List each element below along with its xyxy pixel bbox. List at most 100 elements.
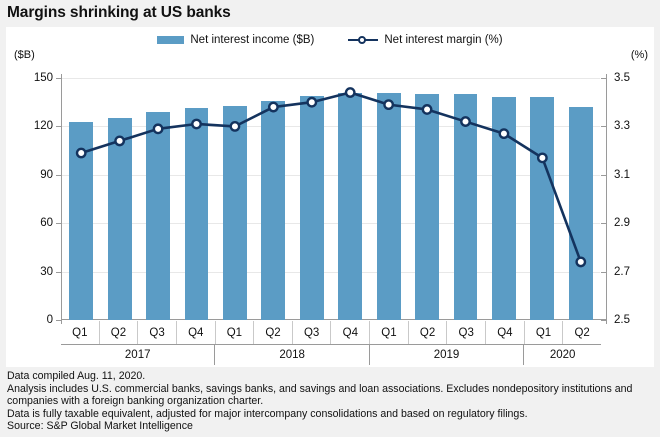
legend-item-net-interest-income[interactable]: Net interest income ($B)	[157, 34, 314, 46]
line-marker	[575, 256, 587, 268]
right-axis-tick	[601, 78, 606, 79]
right-axis-tick-label: 2.7	[614, 265, 630, 278]
gridline	[62, 126, 600, 128]
line-marker	[306, 96, 318, 108]
quarter-label: Q4	[177, 321, 216, 344]
footnote-line-1: Data compiled Aug. 11, 2020.	[7, 370, 146, 382]
left-axis-tick-label: 0	[46, 314, 53, 326]
bar-swatch-icon	[157, 36, 185, 44]
bar	[223, 106, 247, 320]
left-axis-tick	[56, 174, 61, 176]
line-marker	[191, 118, 202, 130]
right-axis-tick	[601, 271, 606, 273]
bar	[107, 118, 132, 320]
quarter-label: Q3	[293, 321, 332, 344]
line-marker	[536, 152, 548, 164]
line-marker	[152, 123, 164, 135]
left-axis-tick-label: 30	[40, 265, 53, 278]
quarter-label: Q4	[331, 321, 371, 344]
quarter-label: Q3	[447, 321, 487, 344]
line-marker	[498, 128, 510, 140]
quarter-label-row: Q1 Q2 Q3 Q4 Q1 Q2 Q3 Q4 Q1 Q2 Q3 Q4 Q1 Q2	[61, 321, 601, 344]
left-axis-tick	[56, 271, 61, 273]
quarter-label: Q4	[486, 321, 525, 344]
right-axis-line	[606, 74, 607, 324]
line-marker-swatch-icon	[348, 35, 379, 45]
gridline	[62, 78, 600, 79]
bar	[146, 111, 170, 320]
gridline	[62, 174, 600, 176]
quarter-label: Q1	[370, 321, 409, 344]
quarter-label: Q2	[254, 321, 293, 344]
bar	[69, 122, 94, 320]
bar	[453, 94, 478, 320]
right-axis-tick	[601, 223, 606, 225]
quarter-label: Q2	[409, 321, 448, 344]
category-axis-line	[61, 319, 607, 320]
right-axis-tick-label: 2.5	[614, 314, 630, 326]
page-title: Margins shrinking at US banks	[7, 4, 231, 21]
bar	[338, 92, 363, 320]
quarter-label: Q2	[574, 326, 590, 339]
right-axis-tick-label: 3.5	[614, 72, 630, 84]
left-axis-tick-label: 150	[33, 72, 53, 84]
quarter-label: Q1	[216, 321, 255, 344]
line-marker	[421, 104, 433, 115]
left-axis-line	[61, 74, 62, 324]
quarter-label: Q3	[138, 321, 177, 344]
line-marker	[75, 147, 87, 159]
quarter-label: Q2	[100, 321, 139, 344]
bar	[568, 107, 593, 320]
legend-item-net-interest-margin[interactable]: Net interest margin (%)	[348, 34, 503, 46]
left-axis-tick-label: 120	[33, 120, 53, 133]
footnotes: Data compiled Aug. 11, 2020. Analysis in…	[7, 370, 653, 433]
line-marker	[460, 116, 471, 127]
year-label: 2018	[215, 345, 370, 365]
left-axis-tick	[56, 223, 61, 225]
gridline	[62, 271, 600, 273]
bar	[492, 97, 516, 320]
legend-label-net-interest-income: Net interest income ($B)	[190, 34, 315, 46]
year-label: 2019	[370, 345, 525, 365]
chart-legend: Net interest income ($B) Net interest ma…	[6, 34, 654, 46]
line-marker	[114, 135, 126, 147]
year-label-row: 2017 2018 2019 2020	[61, 344, 601, 365]
bar	[261, 100, 286, 320]
right-axis-tick-label: 3.3	[614, 120, 630, 133]
left-axis-tick	[56, 320, 61, 321]
title-bar: Margins shrinking at US banks	[0, 0, 660, 27]
quarter-label: Q1	[525, 321, 564, 344]
right-axis-tick	[601, 320, 606, 321]
year-label: 2020	[549, 349, 576, 361]
right-axis-tick-label: 3.1	[614, 168, 630, 181]
legend-label-net-interest-margin: Net interest margin (%)	[384, 34, 503, 46]
footnote-line-2: Analysis includes U.S. commercial banks,…	[7, 382, 633, 408]
right-axis-tick	[601, 174, 606, 176]
left-axis-tick	[56, 78, 61, 79]
line-marker	[344, 87, 356, 98]
bar	[184, 107, 209, 320]
right-axis-unit-label: (%)	[630, 49, 648, 61]
left-axis-tick-label: 60	[40, 217, 53, 230]
footnote-source: Source: S&P Global Market Intelligence	[7, 420, 193, 433]
gridline	[62, 223, 600, 225]
line-marker	[267, 101, 279, 113]
footnote-line-3: Data is fully taxable equivalent, adjust…	[7, 407, 528, 420]
bar	[376, 93, 401, 320]
line-marker	[383, 99, 395, 111]
chart-card: Net interest income ($B) Net interest ma…	[6, 27, 654, 367]
plot-area: 0 30 60 90 120 150 2.5 2.7 2.9 3.1 3.3 3.5	[34, 72, 630, 326]
line-series-net-interest-margin	[75, 87, 587, 268]
right-axis-tick	[601, 126, 606, 128]
left-axis-tick	[56, 126, 61, 128]
bar	[415, 94, 439, 320]
year-label: 2017	[61, 345, 216, 365]
left-axis-tick-label: 90	[40, 168, 53, 181]
right-axis-tick-label: 2.9	[614, 217, 630, 230]
left-axis-unit-label: ($B)	[14, 49, 35, 61]
category-axis: Q1 Q2 Q3 Q4 Q1 Q2 Q3 Q4 Q1 Q2 Q3 Q4 Q1 Q2 2017 2018 201…	[61, 321, 601, 365]
bar	[299, 95, 324, 320]
quarter-label: Q1	[61, 321, 100, 344]
line-marker	[229, 121, 241, 132]
